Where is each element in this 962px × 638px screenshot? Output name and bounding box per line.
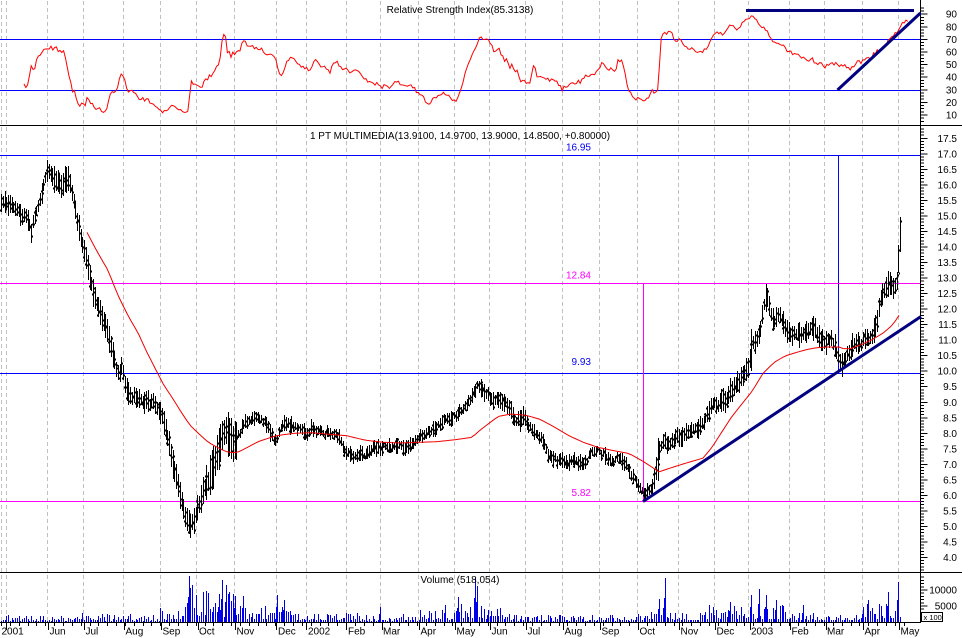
svg-text:50: 50 xyxy=(946,60,958,71)
svg-text:16.95: 16.95 xyxy=(566,143,591,154)
svg-text:20: 20 xyxy=(946,98,958,109)
svg-text:Mar: Mar xyxy=(383,627,401,638)
svg-text:4.0: 4.0 xyxy=(943,553,957,564)
svg-text:11.0: 11.0 xyxy=(938,336,957,347)
svg-text:6.5: 6.5 xyxy=(943,475,957,486)
svg-text:14.0: 14.0 xyxy=(938,243,958,254)
svg-text:60: 60 xyxy=(946,48,958,59)
svg-text:7.5: 7.5 xyxy=(943,444,957,455)
svg-text:Jul: Jul xyxy=(86,627,99,638)
svg-text:May: May xyxy=(901,627,920,638)
svg-text:10.5: 10.5 xyxy=(938,351,958,362)
svg-text:Volume (518,054): Volume (518,054) xyxy=(421,575,500,586)
svg-text:16.5: 16.5 xyxy=(938,165,958,176)
svg-text:13.5: 13.5 xyxy=(938,258,958,269)
svg-text:15.5: 15.5 xyxy=(938,196,958,207)
svg-text:May: May xyxy=(457,627,476,638)
svg-text:Nov: Nov xyxy=(237,627,255,638)
svg-text:80: 80 xyxy=(946,22,958,33)
svg-text:Dec: Dec xyxy=(278,627,296,638)
svg-text:90: 90 xyxy=(946,10,958,21)
svg-text:8.5: 8.5 xyxy=(943,413,957,424)
svg-text:15.0: 15.0 xyxy=(938,212,958,223)
svg-text:Oct: Oct xyxy=(640,627,656,638)
svg-text:Apr: Apr xyxy=(865,627,881,638)
svg-text:17.0: 17.0 xyxy=(938,149,958,160)
svg-text:Apr: Apr xyxy=(421,627,437,638)
svg-text:Oct: Oct xyxy=(199,627,215,638)
svg-text:Relative Strength Index(85.313: Relative Strength Index(85.3138) xyxy=(387,5,534,16)
svg-text:Dec: Dec xyxy=(717,627,735,638)
svg-text:2002: 2002 xyxy=(308,627,331,638)
svg-text:Feb: Feb xyxy=(792,627,810,638)
svg-text:17.5: 17.5 xyxy=(938,134,958,145)
svg-text:Nov: Nov xyxy=(681,627,699,638)
svg-text:5.0: 5.0 xyxy=(943,522,957,533)
svg-text:12.5: 12.5 xyxy=(938,289,958,300)
svg-text:Mar: Mar xyxy=(827,627,845,638)
svg-text:Jun: Jun xyxy=(50,627,66,638)
svg-text:8.0: 8.0 xyxy=(943,429,957,440)
svg-text:9.0: 9.0 xyxy=(943,398,957,409)
svg-text:9.5: 9.5 xyxy=(943,382,957,393)
svg-text:12.0: 12.0 xyxy=(938,305,958,316)
svg-text:70: 70 xyxy=(946,35,958,46)
svg-text:12.84: 12.84 xyxy=(566,271,591,282)
svg-text:6.0: 6.0 xyxy=(943,491,957,502)
svg-text:10000: 10000 xyxy=(929,586,957,597)
svg-text:7.0: 7.0 xyxy=(943,460,957,471)
svg-text:Aug: Aug xyxy=(126,627,144,638)
svg-text:30: 30 xyxy=(946,85,958,96)
svg-text:5.82: 5.82 xyxy=(572,488,592,499)
svg-text:1 PT MULTIMEDIA(13.9100, 14.97: 1 PT MULTIMEDIA(13.9100, 14.9700, 13.900… xyxy=(310,131,610,142)
svg-text:Sep: Sep xyxy=(163,627,181,638)
svg-text:Aug: Aug xyxy=(565,627,583,638)
svg-text:11.5: 11.5 xyxy=(938,320,957,331)
svg-text:Sep: Sep xyxy=(602,627,620,638)
svg-text:2003: 2003 xyxy=(751,627,774,638)
svg-text:10: 10 xyxy=(946,111,958,122)
svg-text:4.5: 4.5 xyxy=(943,538,957,549)
svg-text:14.5: 14.5 xyxy=(938,227,958,238)
svg-text:x 100: x 100 xyxy=(924,613,942,622)
svg-text:Feb: Feb xyxy=(348,627,366,638)
svg-text:10.0: 10.0 xyxy=(938,367,958,378)
svg-text:2001: 2001 xyxy=(2,627,25,638)
svg-text:40: 40 xyxy=(946,73,958,84)
svg-text:16.0: 16.0 xyxy=(938,180,958,191)
svg-text:5.5: 5.5 xyxy=(943,506,957,517)
svg-text:5000: 5000 xyxy=(935,602,958,613)
svg-text:Jun: Jun xyxy=(492,627,508,638)
svg-text:Jul: Jul xyxy=(528,627,541,638)
svg-text:9.93: 9.93 xyxy=(572,357,592,368)
svg-text:13.0: 13.0 xyxy=(938,274,958,285)
